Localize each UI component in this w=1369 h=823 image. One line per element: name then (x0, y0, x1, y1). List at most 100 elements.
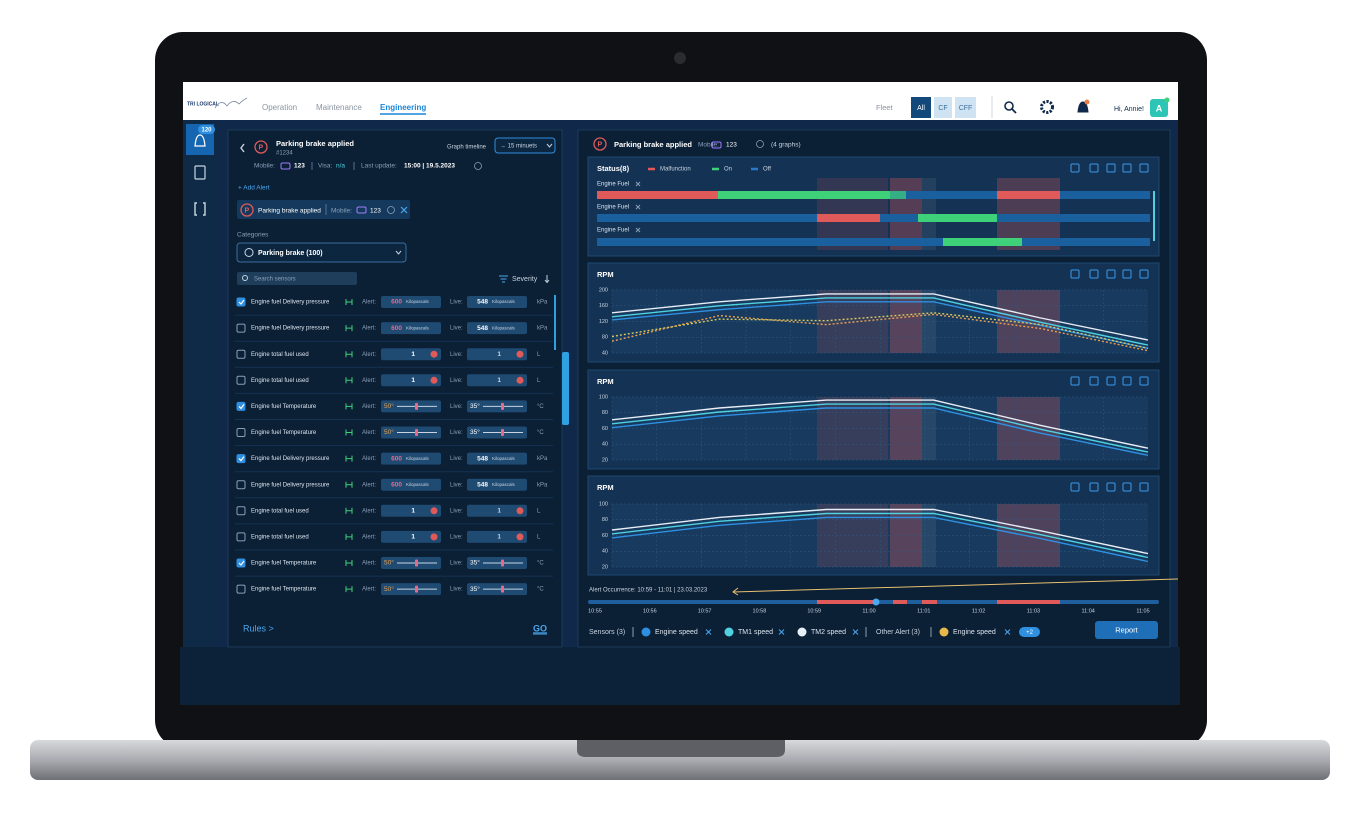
sensor-checkbox[interactable] (236, 480, 246, 490)
go-link[interactable]: GO (533, 623, 547, 633)
unit-label: Kilopascals (406, 456, 430, 461)
sensor-checkbox[interactable] (236, 454, 246, 464)
nav-tab[interactable]: Operation (262, 103, 297, 112)
panel-tool[interactable] (1089, 269, 1099, 279)
categories-label: Categories (237, 232, 269, 239)
sensor-input[interactable] (467, 478, 527, 491)
sensor-checkbox[interactable] (236, 375, 246, 385)
timeline-knob[interactable] (872, 598, 880, 606)
fleet-option[interactable]: CF (938, 105, 947, 112)
sensor-input[interactable] (467, 504, 527, 517)
sensor-checkbox[interactable] (236, 428, 246, 437)
fleet-button[interactable] (955, 97, 976, 118)
sensor-checkbox[interactable] (236, 401, 246, 411)
sensor-checkbox[interactable] (236, 323, 246, 333)
panel-tool[interactable] (1122, 376, 1132, 386)
sensor-input[interactable] (467, 374, 527, 387)
panel-tool[interactable] (1070, 163, 1080, 173)
panel-tool[interactable] (1089, 163, 1099, 173)
sensor-checkbox[interactable] (236, 297, 246, 307)
sensor-checkbox[interactable] (236, 584, 246, 594)
sidebar-brackets-icon (194, 202, 206, 216)
sensor-input[interactable] (467, 452, 527, 465)
sensor-alert-value: 600 (391, 455, 402, 462)
sensor-input[interactable] (381, 348, 441, 361)
slider-knob[interactable] (415, 585, 418, 593)
panel-tool[interactable] (1139, 376, 1149, 386)
nav-tab[interactable]: Maintenance (316, 103, 362, 112)
slider-knob[interactable] (415, 429, 418, 436)
sensor-input[interactable] (467, 322, 527, 335)
category-dropdown[interactable] (236, 242, 407, 263)
rules-link[interactable]: Rules > (243, 623, 274, 633)
fleet-button[interactable] (911, 97, 931, 118)
slider-knob[interactable] (415, 402, 418, 410)
timeline-value[interactable]: → 15 minuets (500, 144, 537, 150)
sensor-input[interactable] (467, 348, 527, 361)
timeline-select[interactable] (494, 137, 556, 154)
sensor-input[interactable] (381, 374, 441, 387)
alert-chip (237, 200, 410, 219)
category-value[interactable]: Parking brake (100) (258, 250, 323, 257)
sensor-input[interactable] (467, 296, 527, 308)
sensor-checkbox[interactable] (236, 532, 246, 542)
sensor-input[interactable] (381, 530, 441, 543)
clear-icon (516, 350, 524, 358)
severity-sort[interactable]: Severity (512, 276, 538, 283)
nav-tab[interactable]: Engineering (380, 103, 426, 112)
avatar[interactable] (1150, 99, 1168, 117)
slider-knob[interactable] (415, 559, 418, 567)
sensor-checkbox[interactable] (236, 558, 246, 568)
search-input[interactable] (237, 272, 357, 285)
sensor-alert-value: 50° (384, 402, 394, 410)
sensor-input[interactable] (467, 530, 527, 543)
search-icon[interactable] (1004, 101, 1014, 111)
settings-icon[interactable] (1040, 100, 1054, 114)
fleet-button[interactable] (934, 97, 952, 118)
panel-collapse-tab[interactable] (562, 352, 569, 425)
panel-tool[interactable] (1106, 269, 1116, 279)
sensor-input[interactable] (381, 296, 441, 308)
sensor-name: Engine total fuel used (251, 378, 309, 384)
slider-knob[interactable] (501, 429, 504, 436)
sensor-input[interactable] (381, 478, 441, 491)
sidebar-reports-icon[interactable] (194, 165, 206, 180)
panel-tool[interactable] (1139, 269, 1149, 279)
report-label[interactable]: Report (1115, 625, 1138, 634)
sensor-checkbox[interactable] (236, 506, 246, 516)
panel-tool[interactable] (1106, 376, 1116, 386)
sensor-input[interactable] (381, 504, 441, 517)
add-alert[interactable]: + Add Alert (238, 185, 270, 192)
vehicle-icon (356, 206, 367, 214)
y-tick-label: 40 (602, 442, 608, 448)
panel-tool[interactable] (1139, 482, 1149, 492)
panel-tool[interactable] (1070, 482, 1080, 492)
unit-label: Kilopascals (406, 482, 430, 487)
report-button[interactable] (1095, 621, 1158, 639)
panel-tool[interactable] (1070, 269, 1080, 279)
panel-tool[interactable] (1122, 163, 1132, 173)
fleet-option[interactable]: All (917, 105, 925, 112)
panel-tool[interactable] (1122, 269, 1132, 279)
panel-tool[interactable] (1122, 482, 1132, 492)
panel-tool[interactable] (1139, 163, 1149, 173)
fleet-option[interactable]: CFF (959, 105, 973, 112)
slider-knob[interactable] (501, 402, 504, 410)
sensor-chip-label: TM1 speed (738, 629, 773, 636)
panel-tool[interactable] (1106, 482, 1116, 492)
panel-tool[interactable] (1070, 376, 1080, 386)
more-count[interactable]: +2 (1026, 630, 1034, 636)
slider-knob[interactable] (501, 559, 504, 567)
sensor-input[interactable] (381, 322, 441, 335)
panel-tool[interactable] (1089, 482, 1099, 492)
clear-icon (430, 376, 438, 384)
slider-knob[interactable] (501, 585, 504, 593)
more-pill[interactable] (1019, 627, 1040, 637)
sensor-input[interactable] (381, 452, 441, 465)
p-icon-glyph: P (245, 207, 250, 214)
panel-tool[interactable] (1106, 163, 1116, 173)
panel-tool[interactable] (1089, 376, 1099, 386)
alert-occurrence: Alert Occurrence: 10:59 - 11:01 | 23.03.… (589, 588, 708, 594)
sensor-checkbox[interactable] (236, 349, 246, 359)
y-tick-label: 40 (602, 549, 608, 555)
